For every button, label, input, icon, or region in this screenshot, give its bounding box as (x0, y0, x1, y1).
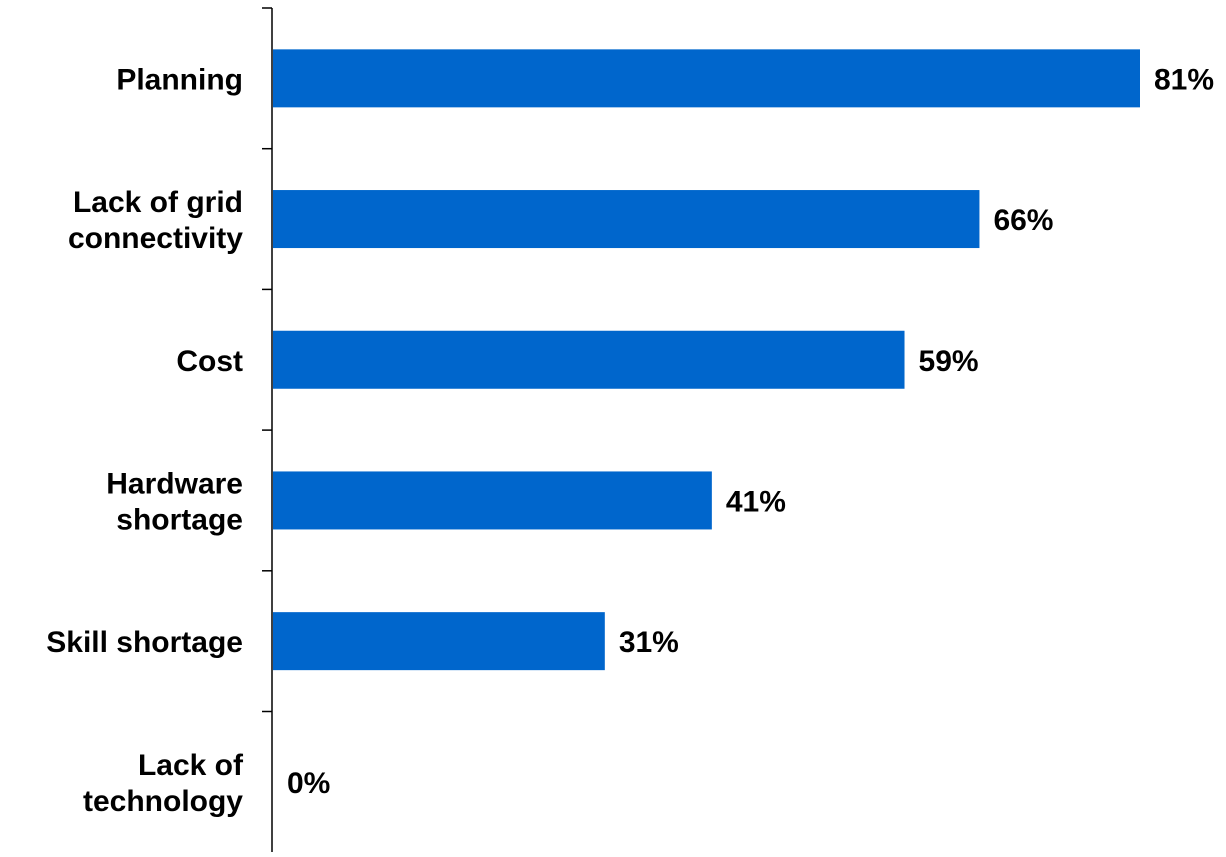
category-label-5-line-1: technology (83, 785, 243, 818)
category-label-3-line-1: shortage (116, 503, 243, 536)
category-label-1-line-0: Lack of grid (73, 186, 243, 219)
bar-1 (273, 190, 980, 249)
y-axis (262, 7, 273, 852)
value-label-2: 59% (919, 345, 979, 378)
bars-layer (273, 49, 1140, 671)
value-label-4: 31% (619, 626, 679, 659)
value-label-1: 66% (993, 204, 1053, 237)
value-label-5: 0% (287, 767, 330, 800)
value-label-0: 81% (1154, 63, 1214, 96)
value-label-3: 41% (726, 485, 786, 518)
category-label-5-line-0: Lack of (138, 749, 244, 782)
category-label-1-line-1: connectivity (68, 222, 243, 255)
bar-0 (273, 49, 1140, 108)
category-label-0: Planning (116, 63, 243, 96)
category-label-2: Cost (176, 345, 243, 378)
bar-3 (273, 471, 712, 530)
bar-2 (273, 330, 905, 389)
category-label-4: Skill shortage (46, 626, 243, 659)
category-label-3-line-0: Hardware (106, 467, 243, 500)
bar-4 (273, 612, 605, 671)
